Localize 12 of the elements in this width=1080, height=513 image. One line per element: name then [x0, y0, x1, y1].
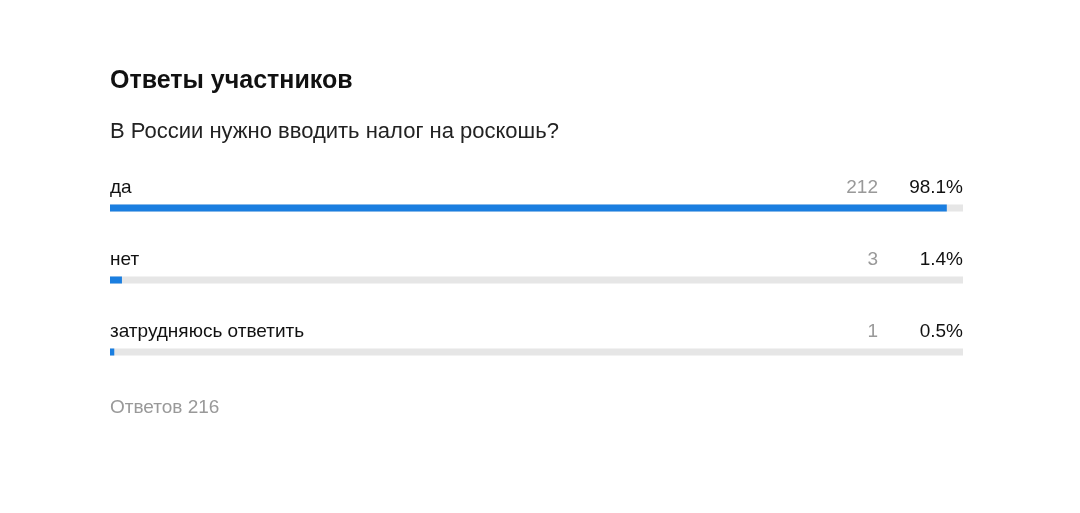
- data-label: 1.4%: [919, 248, 964, 269]
- annotation: 3: [867, 248, 878, 269]
- text: Ответов 216: [110, 396, 220, 417]
- annotation: 212: [846, 176, 878, 197]
- y-tick-label: нет: [110, 248, 140, 269]
- y-tick-label: да: [110, 176, 133, 197]
- y-tick-label: затрудняюсь ответить: [110, 320, 305, 341]
- annotation: 1: [867, 320, 878, 341]
- data-label: 0.5%: [919, 320, 964, 341]
- data-label: 98.1%: [909, 176, 964, 197]
- chart-title: Ответы участников: [110, 65, 353, 93]
- chart-subtitle: В России нужно вводить налог на роскошь?: [110, 118, 559, 143]
